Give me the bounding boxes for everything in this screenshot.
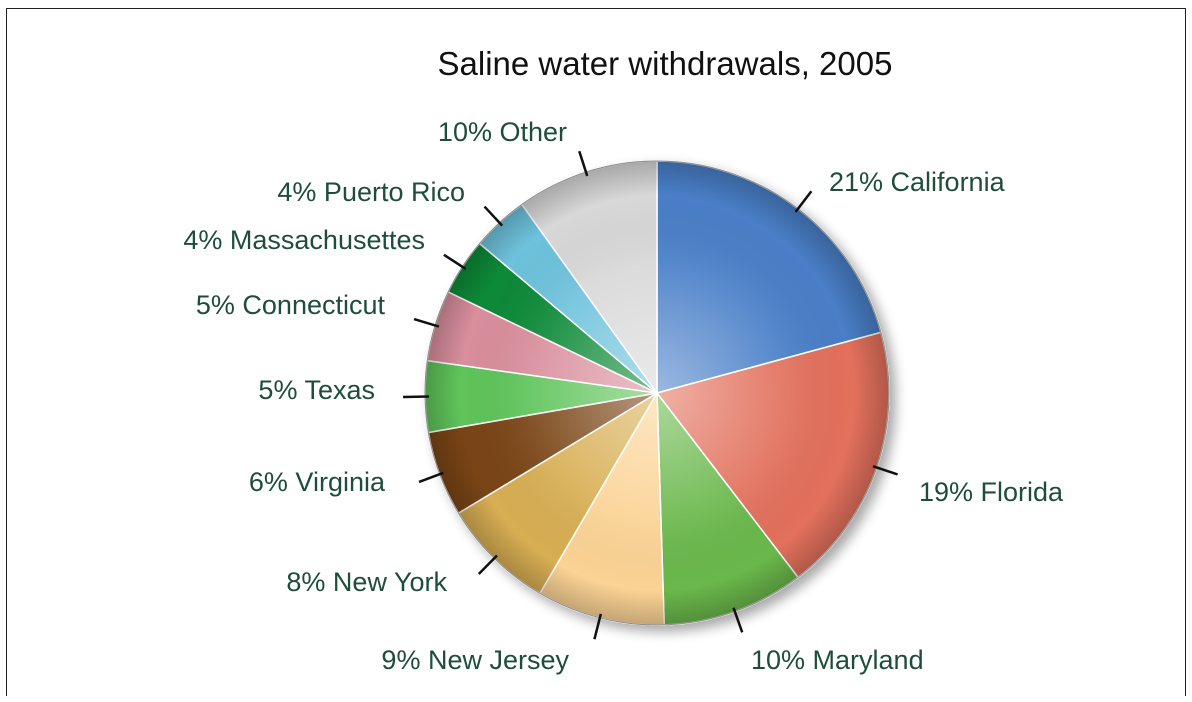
slice-label: 10% Other xyxy=(438,117,567,147)
leader-line xyxy=(578,150,589,177)
pie-chart: Saline water withdrawals, 2005 21% Calif… xyxy=(183,45,1064,675)
slice-label: 19% Florida xyxy=(919,477,1064,507)
leader-line xyxy=(477,554,498,575)
chart-title: Saline water withdrawals, 2005 xyxy=(438,45,893,82)
slice-label: 8% New York xyxy=(286,567,447,597)
slice-label: 9% New Jersey xyxy=(381,645,569,675)
leader-line xyxy=(593,613,603,640)
slice-label: 5% Texas xyxy=(258,375,375,405)
chart-frame: Saline water withdrawals, 2005 21% Calif… xyxy=(6,8,1186,696)
leader-line xyxy=(443,253,467,270)
leader-line xyxy=(732,607,744,633)
slice-label: 4% Massachusettes xyxy=(183,225,425,255)
slice-label: 4% Puerto Rico xyxy=(277,177,465,207)
slice-label: 10% Maryland xyxy=(751,645,924,675)
leader-line xyxy=(418,471,444,484)
leader-line xyxy=(483,205,504,227)
leader-line xyxy=(872,464,898,476)
slice-labels: 21% California 19% Florida 10% Maryland 9% … xyxy=(183,117,1064,675)
pie-highlight xyxy=(424,160,890,626)
slice-label: 21% California xyxy=(829,167,1006,197)
slice-label: 6% Virginia xyxy=(249,467,386,497)
leader-line xyxy=(413,317,440,328)
leader-line xyxy=(794,190,813,213)
slice-label: 5% Connecticut xyxy=(196,290,386,320)
